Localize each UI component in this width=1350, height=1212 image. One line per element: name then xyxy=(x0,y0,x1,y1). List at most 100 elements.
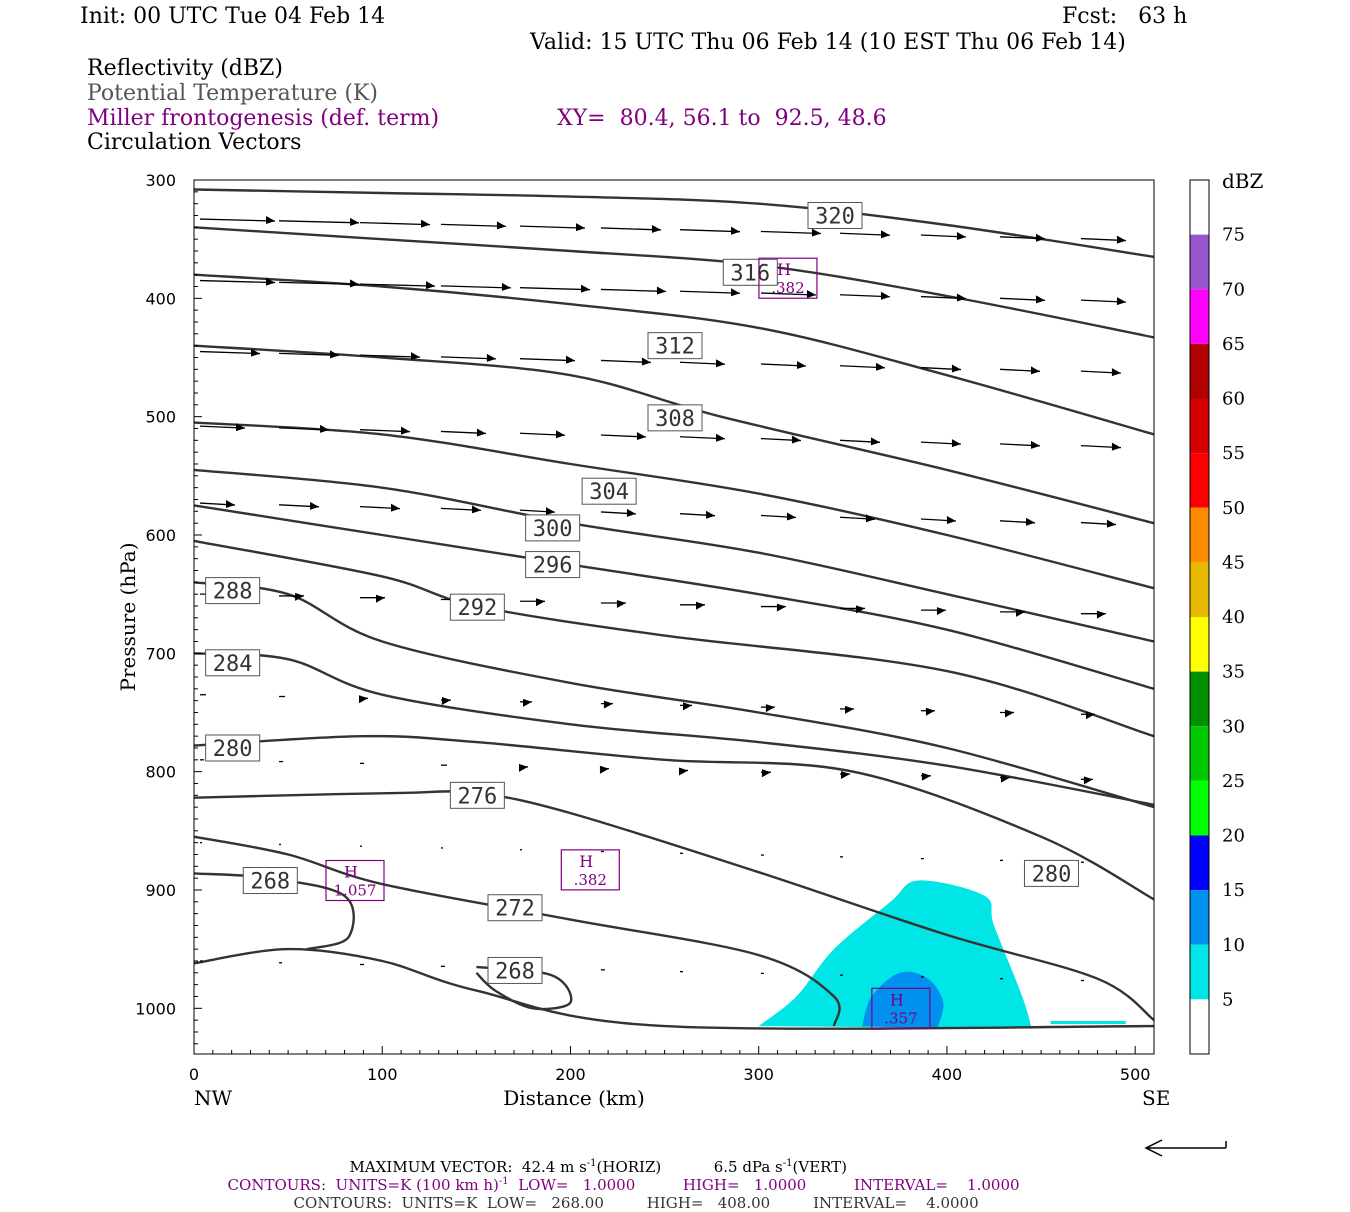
fronto-contour-range: LOW= 1.0000 HIGH= 1.0000 INTERVAL= 1.000… xyxy=(508,1176,1020,1194)
circulation-vector xyxy=(1080,235,1126,244)
colorbar-tick-label: 55 xyxy=(1222,443,1245,464)
frontogenesis-max-0: H.382 xyxy=(758,257,818,299)
contour-label-272: 272 xyxy=(487,894,543,922)
circulation-vector xyxy=(680,601,705,610)
theta-contour-288 xyxy=(193,581,1155,809)
colorbar-swatch xyxy=(1190,890,1209,945)
circulation-vector xyxy=(679,226,741,235)
contour-label-312: 312 xyxy=(647,332,703,360)
colorbar-swatch xyxy=(1190,944,1209,1000)
circulation-vector xyxy=(279,217,360,226)
svg-text:280: 280 xyxy=(213,737,253,762)
reference-vector-arrow xyxy=(1144,1139,1227,1157)
x-tick-label: 100 xyxy=(367,1065,398,1084)
colorbar-swatch xyxy=(1190,289,1209,344)
circulation-vector xyxy=(1000,709,1014,718)
circulation-vector xyxy=(760,290,816,299)
circulation-vector xyxy=(920,607,946,616)
circulation-vector xyxy=(440,221,506,230)
svg-text:268: 268 xyxy=(495,959,535,984)
circulation-vector xyxy=(920,772,931,781)
frontogenesis-max-value: .382 xyxy=(574,871,607,889)
circulation-vector xyxy=(440,428,486,437)
contour-label-320: 320 xyxy=(807,201,863,229)
colorbar-tick-label: 65 xyxy=(1222,334,1245,355)
x-tick-label: 200 xyxy=(555,1065,586,1084)
svg-text:292: 292 xyxy=(457,596,497,621)
y-tick-label: 800 xyxy=(145,763,176,782)
circulation-vector xyxy=(199,423,246,432)
circulation-vector xyxy=(839,230,891,239)
circulation-vector xyxy=(279,501,320,510)
colorbar-tick-label: 5 xyxy=(1222,989,1233,1010)
colorbar-swatch xyxy=(1190,726,1209,781)
circulation-vector xyxy=(760,704,775,713)
svg-text:316: 316 xyxy=(730,261,770,286)
valid-time: Valid: 15 UTC Thu 06 Feb 14 (10 EST Thu … xyxy=(530,30,1126,55)
circulation-vector xyxy=(679,359,726,368)
colorbar-tick-label: 60 xyxy=(1222,389,1245,410)
field-frontogenesis: Miller frontogenesis (def. term) xyxy=(87,106,440,131)
frontogenesis-max-3: H.357 xyxy=(871,987,931,1029)
circulation-vector xyxy=(839,437,881,446)
circulation-vector xyxy=(1080,610,1106,619)
svg-text:268: 268 xyxy=(250,870,290,895)
theta-contour-292 xyxy=(193,539,1155,738)
circulation-vector xyxy=(360,594,385,603)
svg-text:296: 296 xyxy=(533,554,573,579)
y-tick-label: 600 xyxy=(145,526,176,545)
colorbar-frame xyxy=(1189,179,1210,1055)
theta-contour-300 xyxy=(193,468,1155,643)
circulation-vector xyxy=(1080,442,1121,451)
circulation-vector xyxy=(840,771,850,780)
colorbar-tick-label: 15 xyxy=(1222,880,1245,901)
circulation-vector xyxy=(760,228,821,237)
circulation-vector xyxy=(440,697,451,706)
contour-label-268: 268 xyxy=(242,867,298,895)
circulation-vector xyxy=(359,426,411,435)
circulation-vector xyxy=(519,507,556,516)
circulation-vector xyxy=(999,366,1041,375)
theta-contour-312 xyxy=(193,273,1155,436)
circulation-vector xyxy=(920,364,961,373)
circulation-vector xyxy=(600,357,651,366)
circulation-vector xyxy=(999,295,1046,304)
circulation-vector xyxy=(839,514,876,523)
colorbar-swatch xyxy=(1190,617,1209,672)
circulation-vector xyxy=(1080,368,1121,377)
circulation-vector xyxy=(999,440,1041,449)
circulation-vector xyxy=(199,348,261,357)
circulation-vector xyxy=(920,232,966,241)
frontogenesis-max-label: H xyxy=(890,990,904,1009)
colorbar-unit: dBZ xyxy=(1222,169,1264,193)
frontogenesis-max-label: H xyxy=(777,260,791,279)
circulation-vector xyxy=(1080,776,1093,785)
circulation-vector xyxy=(600,508,636,517)
circulation-vector xyxy=(600,286,666,295)
circulation-vector xyxy=(760,769,771,778)
circulation-vector xyxy=(440,353,496,362)
circulation-vector xyxy=(199,216,276,225)
circulation-vector xyxy=(199,277,276,286)
circulation-vector xyxy=(840,605,865,614)
circulation-vector xyxy=(279,592,305,601)
circulation-vector xyxy=(1000,774,1010,783)
circulation-vector xyxy=(519,430,566,439)
frontogenesis-max-2: H.382 xyxy=(560,849,620,891)
theta-contours-layer xyxy=(193,188,1155,1030)
max-vector-vert: (VERT) xyxy=(792,1158,848,1176)
circulation-vector xyxy=(440,505,481,514)
circulation-vector xyxy=(679,767,688,776)
frontogenesis-max-value: .382 xyxy=(771,279,804,297)
svg-text:304: 304 xyxy=(589,480,629,505)
circulation-vector xyxy=(519,355,576,364)
circulation-vector xyxy=(279,350,340,359)
theta-contour-320 xyxy=(193,188,1155,259)
x-axis-label: Distance (km) xyxy=(503,1086,645,1110)
frontogenesis-contour-info: CONTOURS: UNITS=K (100 km h)-1 LOW= 1.00… xyxy=(227,1176,1020,1194)
svg-text:300: 300 xyxy=(533,517,573,542)
forecast-hour: Fcst: 63 h xyxy=(1062,4,1188,29)
circulation-vector xyxy=(839,362,886,371)
